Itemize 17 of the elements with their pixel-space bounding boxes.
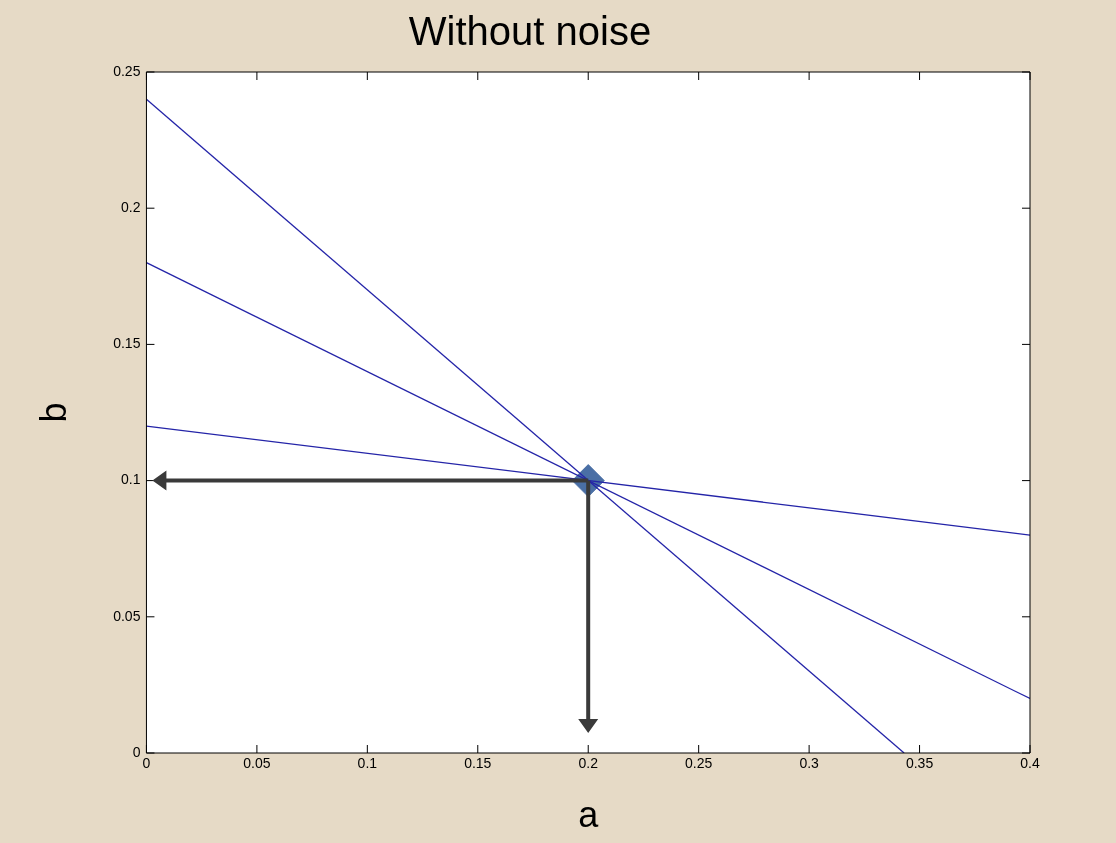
x-tick-label: 0.35 bbox=[905, 755, 934, 772]
x-tick-label: 0.1 bbox=[357, 755, 378, 772]
y-tick-label: 0 bbox=[132, 743, 141, 760]
x-tick-label: 0.2 bbox=[578, 755, 599, 772]
chart-title: Without noise bbox=[408, 9, 652, 54]
x-tick-label: 0.05 bbox=[243, 755, 271, 772]
x-tick-label: 0.3 bbox=[799, 755, 820, 772]
x-axis-title: a bbox=[578, 794, 600, 836]
y-axis-title: b bbox=[32, 402, 74, 423]
y-tick-label: 0.2 bbox=[120, 199, 141, 216]
x-tick-label: 0.25 bbox=[685, 755, 713, 772]
y-tick-label: 0.05 bbox=[113, 607, 141, 624]
x-tick-label: 0.15 bbox=[464, 755, 492, 772]
y-tick-label: 0.1 bbox=[120, 471, 141, 488]
x-tick-label: 0.4 bbox=[1020, 755, 1040, 772]
y-tick-label: 0.25 bbox=[113, 62, 141, 79]
y-tick-label: 0.15 bbox=[113, 335, 141, 352]
